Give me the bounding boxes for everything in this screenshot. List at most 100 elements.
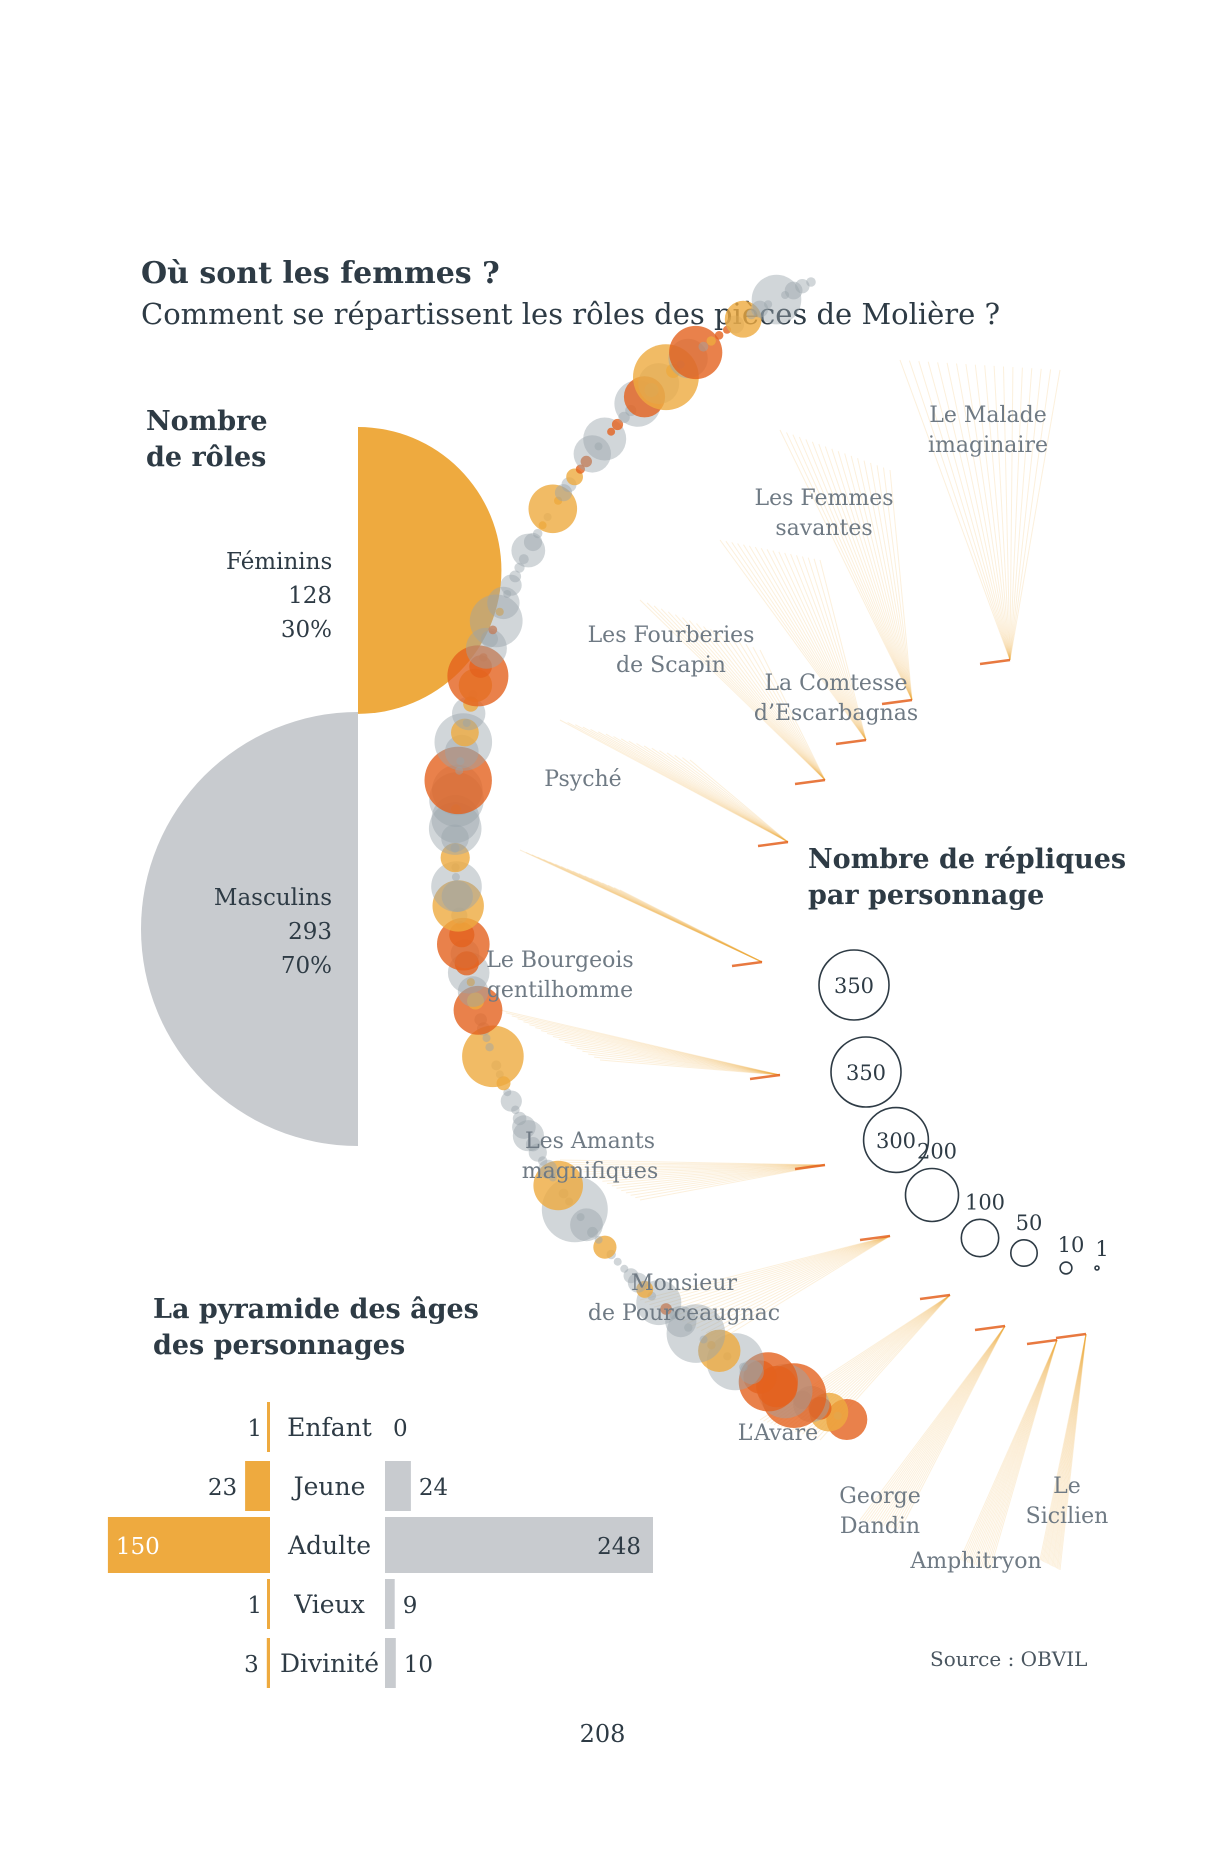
reply-line	[644, 1235, 891, 1303]
reply-line	[880, 1325, 1006, 1526]
legend-bubble-label: 50	[1016, 1211, 1043, 1235]
reply-line	[667, 611, 826, 781]
reply-line	[946, 362, 1011, 661]
character-bubble	[482, 1034, 491, 1043]
feminine-label: Féminins	[226, 549, 333, 575]
reply-line	[607, 884, 763, 963]
character-bubble	[457, 976, 489, 1007]
reply-line	[878, 1325, 1006, 1525]
reply-line	[970, 1339, 1058, 1564]
character-bubble	[548, 1173, 558, 1182]
character-bubble	[636, 1280, 654, 1298]
character-bubble	[500, 1090, 522, 1112]
reply-line	[961, 1339, 1058, 1561]
pyramid-title-line2: des personnages	[153, 1330, 406, 1361]
reply-line	[759, 649, 826, 781]
reply-fan-tip	[749, 1073, 781, 1081]
reply-line	[659, 750, 789, 843]
reply-line	[745, 643, 826, 781]
reply-line	[984, 1339, 1058, 1569]
play-label-line1: Le Malade	[929, 403, 1047, 428]
reply-line	[523, 1021, 781, 1076]
character-bubble	[607, 427, 616, 436]
reply-line	[748, 545, 867, 741]
character-bubble	[462, 1025, 524, 1088]
reply-line	[619, 889, 763, 963]
reply-line	[605, 733, 789, 843]
character-bubble	[465, 627, 507, 669]
reply-line	[696, 1235, 891, 1329]
reply-line	[660, 608, 826, 781]
reply-line	[1048, 1333, 1087, 1565]
reply-line	[559, 719, 789, 843]
character-bubble	[440, 843, 470, 873]
character-bubble	[739, 1362, 748, 1372]
character-bubble	[764, 300, 773, 309]
pyramid-value-male: 9	[403, 1593, 418, 1619]
character-bubble	[455, 766, 464, 775]
reply-line	[908, 360, 1011, 661]
play-label-line2: Dandin	[840, 1514, 920, 1539]
reply-line	[1054, 1333, 1087, 1568]
reply-line	[689, 620, 826, 781]
character-bubble	[593, 1235, 617, 1259]
reply-line	[1058, 1333, 1087, 1570]
reply-line	[621, 1164, 826, 1192]
reply-line	[607, 1164, 826, 1184]
character-bubble	[451, 873, 460, 881]
legend-bubble	[830, 1036, 902, 1108]
reply-line	[578, 1164, 826, 1170]
character-bubble	[441, 880, 473, 912]
reply-line	[993, 365, 1011, 661]
reply-fan-tip	[731, 960, 763, 968]
reply-line	[653, 605, 826, 781]
reply-line	[620, 738, 789, 843]
play-label-line2: Sicilien	[1026, 1504, 1109, 1529]
reply-line	[564, 1161, 826, 1166]
reply-line	[861, 1325, 1006, 1521]
reply-line	[1040, 1333, 1087, 1561]
character-bubble	[707, 1341, 716, 1350]
reply-line	[977, 1339, 1058, 1567]
reply-fan-tip	[979, 658, 1011, 666]
reply-line	[866, 1325, 1006, 1523]
legend-bubble	[818, 949, 890, 1021]
reply-line	[805, 439, 913, 701]
character-bubble	[538, 1159, 558, 1179]
reply-line	[885, 1325, 1006, 1527]
legend-bubble-label: 200	[917, 1140, 957, 1164]
reply-line	[543, 858, 763, 963]
reply-line	[594, 1056, 781, 1076]
play-label-line2: magnifiques	[522, 1159, 659, 1184]
reply-line	[899, 359, 1011, 661]
character-bubble	[684, 1323, 693, 1332]
reply-line	[628, 740, 789, 843]
character-bubble	[533, 528, 543, 539]
reply-line	[691, 1235, 891, 1327]
reply-line	[779, 429, 913, 701]
play-label-line2: de Pourceaugnac	[588, 1301, 780, 1326]
reply-line	[864, 1325, 1006, 1522]
reply-line	[778, 551, 867, 741]
reply-fan-tip	[881, 698, 913, 706]
reply-line	[653, 1235, 891, 1308]
pyramid-bar-male	[385, 1579, 395, 1629]
reply-line	[978, 1339, 1058, 1567]
character-bubble	[580, 455, 592, 468]
character-bubble	[479, 653, 488, 662]
reply-line	[583, 1164, 826, 1173]
reply-line	[674, 614, 826, 781]
replies-legend: 350 350 300 200 100 50 10 1	[818, 949, 1109, 1275]
reply-line	[703, 626, 826, 781]
pyramid-bar-female	[267, 1402, 270, 1452]
legend-bubble-label: 10	[1058, 1233, 1085, 1257]
play-label-line2: de Scapin	[616, 653, 726, 678]
reply-line	[686, 1235, 891, 1324]
reply-line	[790, 553, 867, 741]
character-bubble	[453, 985, 503, 1035]
reply-line	[1009, 368, 1042, 661]
reply-line	[574, 1164, 826, 1168]
reply-line	[887, 1325, 1006, 1528]
reply-line	[649, 1235, 891, 1306]
